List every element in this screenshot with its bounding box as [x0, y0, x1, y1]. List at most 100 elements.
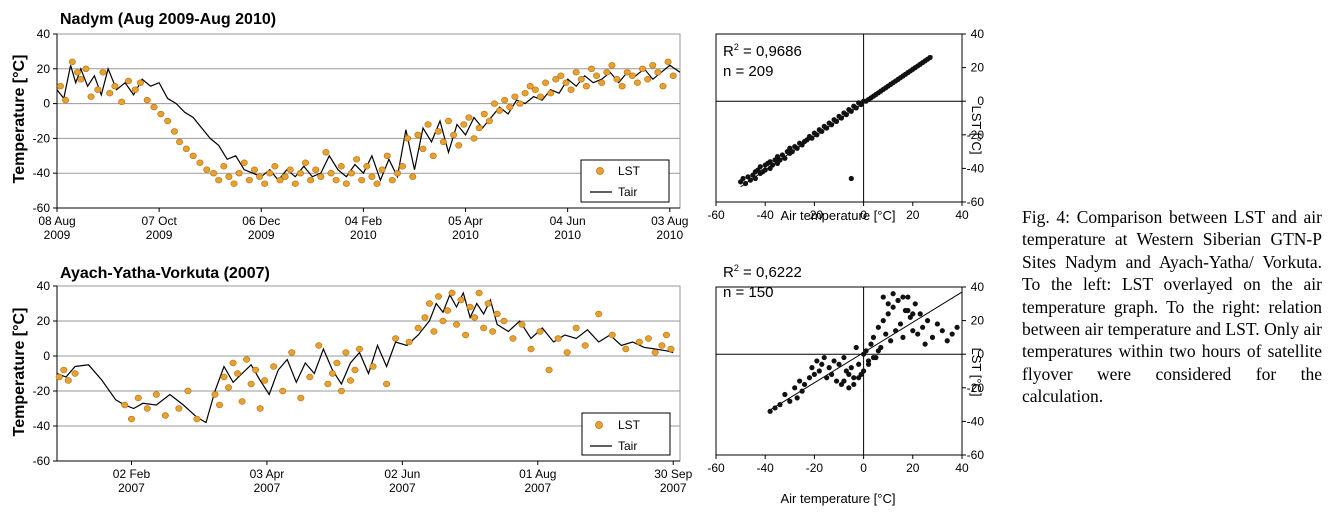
- y-tick-label: -60: [967, 195, 985, 209]
- x-tick-label: 2007: [254, 481, 281, 495]
- vorkuta-timeseries-panel: Ayach-Yatha-Vorkuta (2007) Temperature […: [11, 265, 693, 495]
- lst-point: [270, 363, 278, 370]
- scatter-point: [853, 344, 859, 351]
- x-tick-label: -40: [757, 461, 775, 475]
- x-tick-label: 40: [955, 461, 969, 475]
- scatter-point: [885, 311, 891, 317]
- x-tick-label: 2007: [118, 481, 145, 495]
- scatter-point: [856, 361, 862, 367]
- nadym-timeseries-panel: Nadym (Aug 2009-Aug 2010) Temperature [°…: [11, 11, 688, 242]
- lst-point: [60, 366, 68, 374]
- scatter-point: [892, 328, 899, 334]
- r2-superscript: 2: [734, 263, 739, 273]
- lst-point: [608, 62, 616, 69]
- scatter-point: [865, 361, 872, 367]
- lst-point: [261, 180, 269, 187]
- lst-point: [306, 373, 314, 381]
- n-annotation: n = 150: [723, 284, 773, 301]
- lst-point: [77, 76, 85, 83]
- x-tick-label: 04 Feb: [345, 214, 383, 228]
- lst-point: [563, 349, 571, 356]
- y-axis-label: LST [°C]: [969, 347, 984, 396]
- lst-point: [216, 401, 224, 409]
- lst-point: [337, 163, 345, 170]
- lst-point: [439, 317, 447, 325]
- scatter-point: [929, 334, 936, 340]
- y-tick-label: -20: [967, 128, 985, 142]
- x-tick-label: 40: [955, 208, 969, 222]
- scatter-point: [833, 378, 840, 384]
- x-tick-label: 04 Jun: [550, 214, 586, 228]
- legend: LST Tair: [580, 159, 670, 203]
- x-tick-label: 2009: [146, 228, 173, 242]
- lst-point: [393, 170, 401, 177]
- lst-point: [317, 173, 325, 180]
- figure-caption: Fig. 4: Comparison between LST and air t…: [1022, 207, 1322, 407]
- scatter-point: [905, 307, 911, 314]
- lst-point: [64, 377, 72, 384]
- lst-point: [56, 82, 64, 90]
- lst-point: [68, 58, 76, 66]
- lst-point: [623, 69, 631, 76]
- legend-box: [581, 412, 671, 456]
- scatter-point: [752, 175, 758, 182]
- lst-point: [434, 128, 442, 135]
- lst-point: [152, 391, 160, 398]
- lst-point: [170, 128, 178, 135]
- lst-point: [182, 145, 190, 153]
- x-axis-label: Air temperature [°C]: [780, 208, 895, 223]
- lst-point: [99, 69, 107, 76]
- lst-point: [143, 96, 151, 104]
- lst-point: [484, 300, 492, 307]
- y-tick-label: -20: [33, 131, 51, 145]
- scatter-point: [883, 331, 889, 337]
- legend-lst-label: LST: [618, 164, 641, 178]
- x-tick-label: 2010: [350, 228, 377, 242]
- lst-point: [462, 331, 470, 339]
- lst-point: [572, 69, 580, 76]
- x-tick-label: 2010: [656, 228, 683, 242]
- lst-point: [127, 415, 135, 423]
- scatter-point: [897, 321, 904, 327]
- y-tick-label: 40: [37, 27, 51, 41]
- lst-point: [230, 180, 238, 187]
- r2-label: R: [723, 264, 734, 281]
- scatter-point: [821, 354, 827, 361]
- scatter-point: [890, 304, 896, 310]
- lst-point: [628, 72, 636, 79]
- lst-point: [471, 314, 479, 321]
- x-tick-label: 2007: [524, 481, 551, 495]
- lst-point: [450, 131, 458, 139]
- y-tick-label: 40: [37, 279, 51, 293]
- lst-point: [383, 152, 391, 160]
- lst-point: [184, 387, 192, 395]
- y-tick-label: -40: [33, 166, 51, 180]
- x-tick-label: 2009: [248, 228, 275, 242]
- scatter-point: [922, 341, 928, 347]
- scatter-point: [880, 318, 886, 324]
- lst-point: [73, 69, 81, 76]
- lst-point: [203, 166, 211, 173]
- lst-point: [419, 145, 427, 153]
- lst-point: [328, 370, 336, 377]
- scatter-point: [934, 321, 941, 327]
- x-tick-label: 02 Jun: [384, 467, 420, 481]
- x-tick-label: 06 Dec: [242, 214, 280, 228]
- lst-point: [669, 72, 677, 79]
- y-tick-label: -40: [33, 419, 51, 433]
- lst-point: [475, 289, 483, 297]
- lst-point: [229, 359, 237, 367]
- lst-point: [136, 79, 144, 86]
- lst-point: [552, 76, 560, 83]
- lst-point: [664, 58, 672, 66]
- tair-series-line: [56, 64, 681, 182]
- lst-point: [603, 69, 611, 76]
- lst-point: [240, 159, 248, 166]
- scatter-point: [787, 398, 793, 404]
- lst-point: [220, 373, 228, 381]
- legend-lst-label: LST: [618, 418, 641, 432]
- scatter-point: [888, 338, 894, 344]
- scatter-point: [917, 311, 923, 317]
- lst-point: [368, 173, 376, 180]
